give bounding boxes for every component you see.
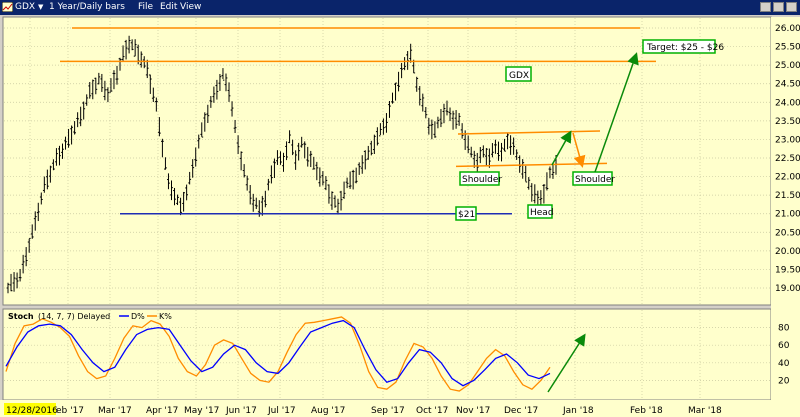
date-tick-label: Sep '17 [371, 406, 405, 416]
target-label: Target: $25 - $26 [646, 43, 724, 53]
start-date-highlight [4, 403, 56, 415]
price-axis: 19.00 19.50 20.00 20.50 21.00 21.50 22.00 22.50… [775, 24, 800, 294]
price-panel [2, 16, 772, 306]
annotation-right-shoulder: Shoulder [572, 171, 615, 186]
price-tick-label: 20.50 [775, 228, 800, 238]
date-tick-label: Feb '18 [630, 406, 663, 416]
price-bars [6, 35, 558, 294]
price-tick-label: 25.50 [775, 43, 800, 53]
stoch-axis: 20 40 60 80 [778, 324, 790, 387]
left-shoulder-label: Shoulder [462, 175, 502, 185]
price-tick-label: 26.00 [775, 24, 800, 34]
menu-edit[interactable]: Edit [160, 2, 178, 12]
stoch-title: Stoch [8, 312, 34, 321]
stoch-tick-label: 20 [778, 376, 790, 386]
annotation-head: Head [527, 204, 554, 219]
minimize-button[interactable] [760, 2, 771, 12]
date-tick-label: Aug '17 [311, 406, 345, 416]
symbol-label[interactable]: GDX [15, 2, 36, 12]
date-tick-label: Jul '17 [267, 406, 296, 416]
price-tick-label: 22.00 [775, 173, 800, 183]
price-tick-label: 21.00 [775, 210, 800, 220]
stoch-tick-label: 60 [778, 341, 790, 351]
annotation-gdx: GDX [505, 66, 532, 82]
date-tick-label: eb '17 [56, 406, 84, 416]
stoch-lines [5, 316, 551, 392]
period-label[interactable]: 1 Year/Daily bars [49, 2, 125, 12]
date-tick-label: Mar '17 [98, 406, 132, 416]
menu-view[interactable]: View [180, 2, 202, 12]
date-tick-label: Dec '17 [504, 406, 538, 416]
head-label: Head [530, 208, 554, 218]
annotation-target: Target: $25 - $26 [642, 39, 724, 54]
stoch-legend-k: K% [159, 312, 172, 321]
price-tick-label: 19.00 [775, 284, 800, 294]
annotation-left-shoulder: Shoulder [459, 171, 502, 186]
title-bar: GDX ▼ 1 Year/Daily bars File Edit View [0, 0, 800, 15]
stoch-legend-d: D% [131, 312, 145, 321]
date-tick-label: 12/28/2016 [6, 406, 58, 416]
stoch-series-d [5, 319, 551, 387]
arrow-up-stoch [547, 333, 586, 393]
date-tick-label: May '17 [184, 406, 219, 416]
neckline-upper [457, 130, 601, 135]
date-tick-label: Mar '18 [688, 406, 722, 416]
price-tick-label: 20.00 [775, 247, 800, 257]
stoch-header: Stoch (14, 7, 7) Delayed D% K% [8, 312, 172, 321]
trend-lines [60, 27, 656, 215]
annotation-support: $21 [455, 206, 477, 221]
stoch-series-k [5, 316, 551, 392]
price-tick-label: 24.00 [775, 98, 800, 108]
support-label: $21 [458, 210, 475, 220]
price-tick-label: 21.50 [775, 191, 800, 201]
date-axis [0, 400, 800, 417]
price-tick-label: 22.50 [775, 154, 800, 164]
stoch-panel [2, 308, 772, 401]
price-tick-label: 23.00 [775, 135, 800, 145]
arrow-down-retest [572, 132, 586, 168]
stoch-tick-label: 40 [778, 359, 790, 369]
price-tick-label: 24.50 [775, 80, 800, 90]
right-axis [771, 17, 800, 400]
close-button[interactable] [786, 2, 797, 12]
chart-window-icon [2, 2, 13, 12]
maximize-button[interactable] [773, 2, 784, 12]
date-tick-label: Jun '17 [225, 406, 257, 416]
chevron-down-icon[interactable]: ▼ [38, 3, 44, 11]
date-tick-label: Apr '17 [146, 406, 178, 416]
gdx-label: GDX [509, 71, 529, 81]
price-tick-label: 19.50 [775, 265, 800, 275]
menu-file[interactable]: File [138, 2, 154, 12]
arrow-up-target [594, 52, 639, 173]
date-tick-label: Nov '17 [456, 406, 490, 416]
stoch-params: (14, 7, 7) Delayed [38, 312, 110, 321]
arrow-up-to-neckline [551, 130, 572, 166]
right-shoulder-label: Shoulder [575, 175, 615, 185]
price-tick-label: 23.50 [775, 117, 800, 127]
date-tick-label: Jan '18 [562, 406, 594, 416]
stoch-tick-label: 80 [778, 324, 790, 334]
date-tick-label: Oct '17 [416, 406, 448, 416]
price-tick-label: 25.00 [775, 61, 800, 71]
